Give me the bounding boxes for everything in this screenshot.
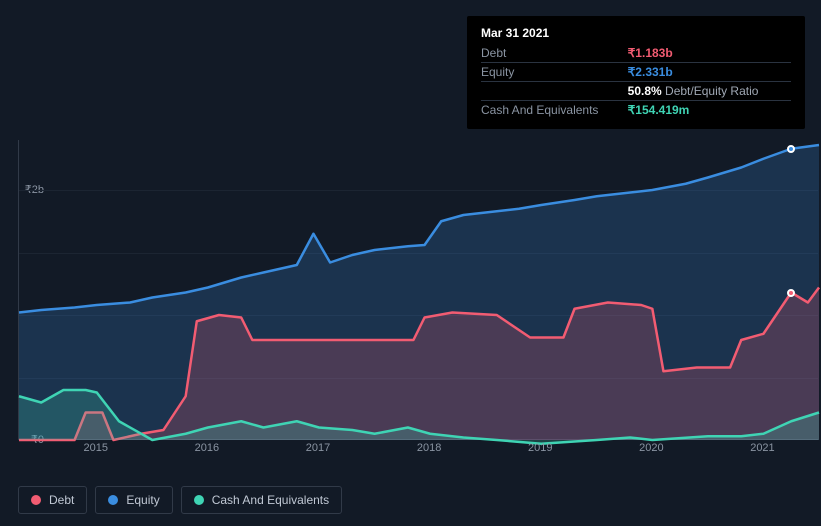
x-axis-label: 2017: [306, 442, 330, 454]
tooltip-table: Debt₹1.183bEquity₹2.331b50.8% Debt/Equit…: [481, 44, 791, 119]
x-axis-label: 2021: [750, 442, 774, 454]
legend-dot-icon: [194, 495, 204, 505]
tooltip-row-label: [481, 82, 628, 101]
legend-dot-icon: [108, 495, 118, 505]
legend-item[interactable]: Debt: [18, 486, 87, 514]
tooltip-row-value: ₹154.419m: [628, 101, 791, 120]
chart-area: ₹2b₹0 2015201620172018201920202021: [0, 120, 821, 470]
tooltip-row-label: Equity: [481, 63, 628, 82]
x-axis-label: 2020: [639, 442, 663, 454]
chart-container: Mar 31 2021 Debt₹1.183bEquity₹2.331b50.8…: [0, 0, 821, 526]
tooltip-row-value: ₹1.183b: [628, 44, 791, 63]
legend-label: Cash And Equivalents: [212, 493, 329, 507]
x-axis-label: 2016: [195, 442, 219, 454]
tooltip-row-label: Debt: [481, 44, 628, 63]
legend-label: Equity: [126, 493, 159, 507]
highlight-dot: [787, 289, 795, 297]
chart-legend: Debt Equity Cash And Equivalents: [18, 486, 342, 514]
tooltip-date: Mar 31 2021: [481, 26, 791, 40]
tooltip-row-value: 50.8% Debt/Equity Ratio: [628, 82, 791, 101]
tooltip-row-value: ₹2.331b: [628, 63, 791, 82]
line-series: [19, 140, 819, 440]
legend-item[interactable]: Equity: [95, 486, 172, 514]
plot-area[interactable]: [18, 140, 818, 440]
x-axis-label: 2019: [528, 442, 552, 454]
highlight-dot: [787, 145, 795, 153]
x-axis: 2015 2016 2017 2018 2019 2020 2021: [18, 442, 818, 462]
tooltip-row-label: Cash And Equivalents: [481, 101, 628, 120]
legend-dot-icon: [31, 495, 41, 505]
legend-label: Debt: [49, 493, 74, 507]
legend-item[interactable]: Cash And Equivalents: [181, 486, 342, 514]
x-axis-label: 2018: [417, 442, 441, 454]
tooltip-box: Mar 31 2021 Debt₹1.183bEquity₹2.331b50.8…: [467, 16, 805, 129]
x-axis-label: 2015: [84, 442, 108, 454]
